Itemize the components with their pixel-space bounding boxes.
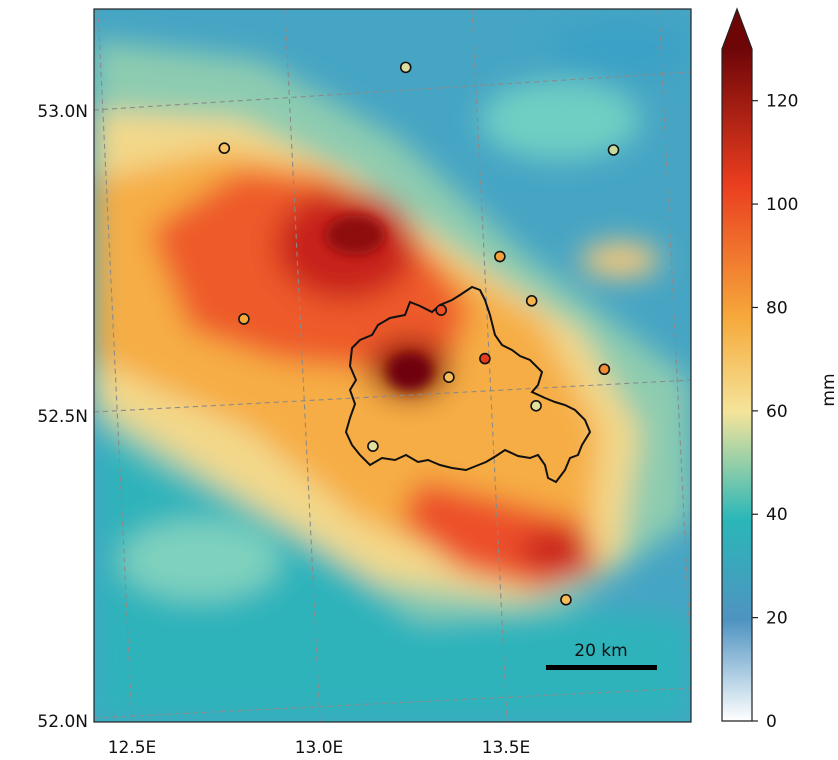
colorbar-tick-label: 100: [766, 195, 798, 215]
station-marker: [607, 144, 620, 156]
latitude-label: 53.0N: [37, 102, 88, 122]
latitude-label: 52.5N: [37, 407, 88, 427]
scale-bar-label: 20 km: [574, 641, 627, 661]
station-marker: [598, 363, 611, 376]
longitude-label: 13.0E: [295, 738, 344, 758]
longitude-label: 12.5E: [108, 738, 157, 758]
station-markers: [218, 61, 620, 606]
berlin-boundary: [344, 285, 592, 484]
colorbar-tick-label: 0: [766, 712, 777, 732]
colorbar: 0 20 40 60 80 100 120 mm: [721, 7, 838, 732]
scale-bar: [546, 665, 657, 670]
station-marker: [238, 313, 250, 325]
station-marker: [525, 295, 538, 307]
colorbar-ticks: 0 20 40 60 80 100 120: [752, 92, 798, 732]
colorbar-extend-arrow: [722, 9, 752, 49]
station-marker: [530, 400, 542, 412]
latitude-label: 52.0N: [37, 712, 88, 732]
latitude-labels: 53.0N 52.5N 52.0N: [37, 102, 88, 732]
colorbar-ramp: [722, 49, 752, 721]
colorbar-tick-label: 40: [766, 505, 788, 525]
colorbar-tick-label: 20: [766, 609, 788, 629]
station-marker: [443, 371, 455, 384]
colorbar-tick-label: 60: [766, 402, 788, 422]
station-marker: [560, 593, 572, 606]
station-marker: [494, 250, 506, 263]
precipitation-map: 20 km: [94, 9, 691, 722]
colorbar-label: mm: [819, 373, 838, 406]
colorbar-tick-label: 120: [766, 92, 798, 112]
colorbar-tick-label: 80: [766, 298, 788, 318]
graticule: [94, 9, 691, 722]
longitude-label: 13.5E: [482, 738, 531, 758]
map-frame: [93, 8, 692, 723]
station-marker: [367, 440, 379, 452]
station-marker: [435, 304, 448, 316]
longitude-labels: 12.5E 13.0E 13.5E: [108, 738, 531, 758]
station-marker: [218, 142, 231, 154]
station-marker: [399, 61, 412, 74]
precipitation-field: [94, 20, 690, 722]
station-marker: [479, 352, 491, 365]
